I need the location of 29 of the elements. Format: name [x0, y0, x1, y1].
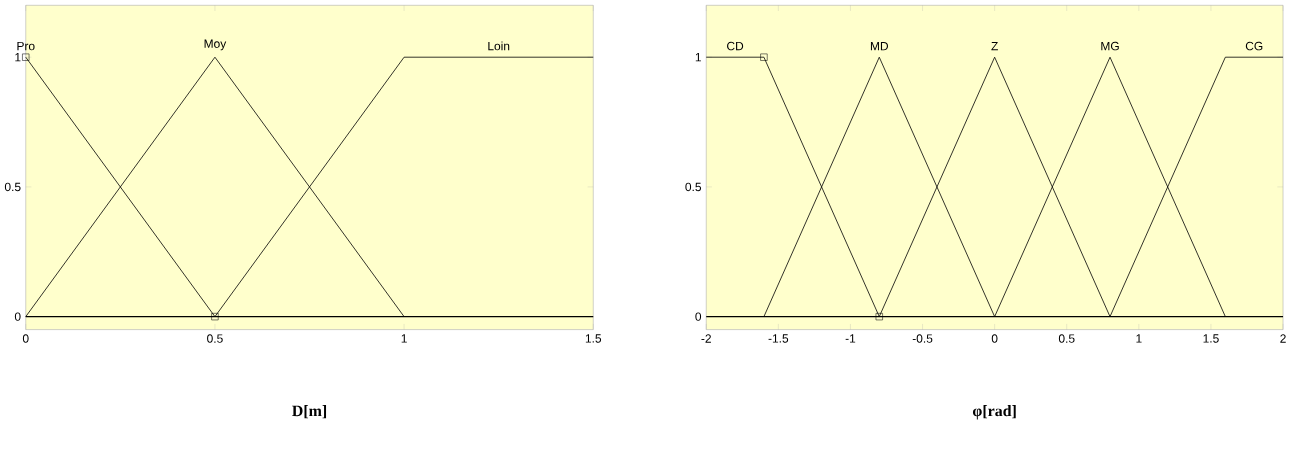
- x-tick-label: -1: [845, 334, 856, 343]
- y-tick-label: 0.5: [4, 182, 21, 192]
- series-label: CG: [1245, 41, 1263, 51]
- y-tick-label: 0.5: [685, 182, 702, 192]
- y-tick-label: 0: [14, 312, 21, 321]
- x-tick-label: 0.5: [1058, 334, 1075, 343]
- x-tick-label: -0.5: [912, 334, 933, 343]
- y-tick-label: 1: [15, 53, 21, 62]
- x-axis-title: D[m]: [292, 405, 327, 419]
- series-label: Loin: [488, 41, 510, 51]
- series-label: CD: [727, 41, 744, 51]
- y-tick-label: 0: [695, 312, 702, 321]
- series-label: Z: [991, 42, 998, 51]
- x-tick-label: 0: [991, 334, 998, 343]
- x-tick-label: 1.5: [585, 334, 602, 343]
- y-tick-label: 1: [695, 53, 701, 62]
- series-label: Pro: [17, 42, 35, 51]
- x-tick-label: -2: [701, 334, 711, 343]
- x-axis-title: φ[rad]: [972, 405, 1016, 420]
- x-tick-label: 0.5: [207, 334, 223, 343]
- x-tick-label: 0: [22, 334, 29, 343]
- x-tick-label: 2: [1280, 334, 1286, 343]
- series-label: MG: [1101, 41, 1119, 51]
- x-tick-label: 1.5: [1203, 334, 1219, 343]
- x-tick-label: 1: [1136, 334, 1142, 343]
- x-tick-label: 1: [401, 334, 407, 343]
- series-label: MD: [870, 42, 889, 51]
- x-tick-label: -1.5: [768, 334, 789, 343]
- series-label: Moy: [204, 39, 227, 51]
